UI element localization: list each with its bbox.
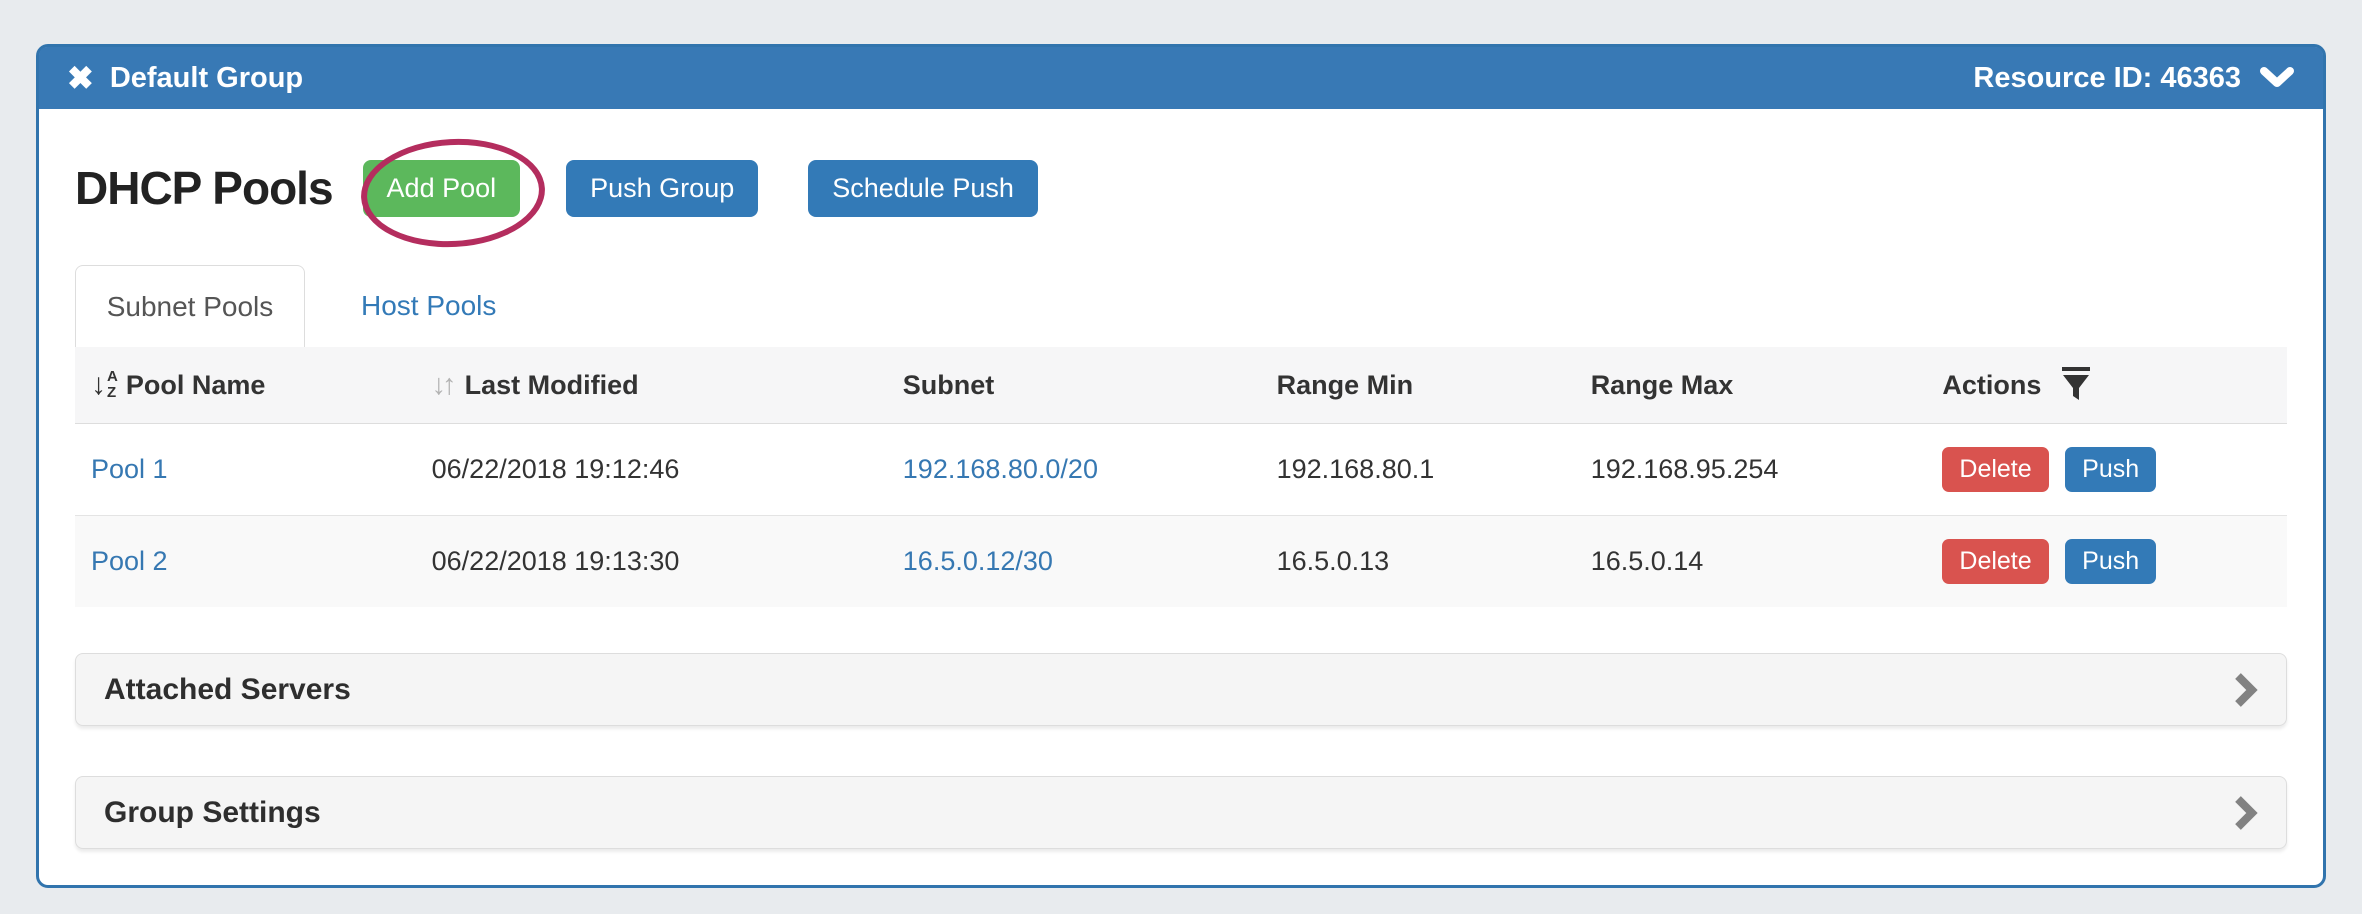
tab-host-pools[interactable]: Host Pools <box>305 265 552 347</box>
pool-name-link[interactable]: Pool 1 <box>91 454 168 484</box>
tab-host-pools-label: Host Pools <box>361 290 497 321</box>
group-settings-panel[interactable]: Group Settings <box>75 776 2287 849</box>
column-header-range-max: Range Max <box>1574 347 1927 424</box>
add-pool-button[interactable]: Add Pool <box>362 159 521 217</box>
chevron-right-icon <box>2235 672 2258 707</box>
subnet-link[interactable]: 192.168.80.0/20 <box>902 454 1098 484</box>
range-min-cell: 192.168.80.1 <box>1276 454 1435 484</box>
resource-id-label: Resource ID: 46363 <box>1973 61 2241 94</box>
pool-tabs: Subnet Pools Host Pools <box>75 265 2287 347</box>
column-header-last-modified[interactable]: ↓ ↑ Last Modified <box>415 347 887 424</box>
group-title: Default Group <box>109 61 304 94</box>
tab-subnet-pools-label: Subnet Pools <box>106 290 274 322</box>
push-button[interactable]: Push <box>2065 447 2157 492</box>
group-detail-card: ✖ Default Group Resource ID: 46363 DHCP … <box>36 44 2326 888</box>
group-settings-title: Group Settings <box>104 795 321 829</box>
attached-servers-panel[interactable]: Attached Servers <box>75 653 2287 726</box>
chevron-right-icon <box>2235 795 2258 830</box>
range-max-cell: 192.168.95.254 <box>1590 454 1779 484</box>
delete-button[interactable]: Delete <box>1942 539 2049 584</box>
push-button[interactable]: Push <box>2065 539 2157 584</box>
column-label: Actions <box>1942 369 2042 400</box>
filter-icon <box>2062 367 2091 400</box>
range-min-cell: 16.5.0.13 <box>1260 515 1575 607</box>
push-group-button[interactable]: Push Group <box>566 159 759 217</box>
column-header-subnet: Subnet <box>886 347 1261 424</box>
close-icon[interactable]: ✖ <box>67 60 94 96</box>
tab-subnet-pools[interactable]: Subnet Pools <box>75 265 305 347</box>
attached-servers-title: Attached Servers <box>104 672 351 706</box>
card-body: DHCP Pools Add Pool Push Group Schedule … <box>39 109 2323 849</box>
chevron-down-icon[interactable] <box>2259 66 2295 90</box>
last-modified-cell: 06/22/2018 19:13:30 <box>415 515 887 607</box>
range-max-cell: 16.5.0.14 <box>1574 515 1927 607</box>
subnet-link[interactable]: 16.5.0.12/30 <box>902 546 1053 576</box>
page-title: DHCP Pools <box>75 162 334 214</box>
column-header-range-min: Range Min <box>1260 347 1575 424</box>
table-row: Pool 2 06/22/2018 19:13:30 16.5.0.12/30 … <box>75 515 2287 607</box>
title-bar: ✖ Default Group Resource ID: 46363 <box>39 47 2323 109</box>
column-label: Pool Name <box>125 369 266 400</box>
delete-button[interactable]: Delete <box>1942 447 2049 492</box>
last-modified-cell: 06/22/2018 19:12:46 <box>431 454 680 484</box>
column-header-actions[interactable]: Actions <box>1926 347 2287 424</box>
sort-updown-icon: ↓ ↑ <box>431 368 457 401</box>
column-label: Last Modified <box>464 369 639 400</box>
schedule-push-button[interactable]: Schedule Push <box>808 159 1038 217</box>
pool-name-link[interactable]: Pool 2 <box>91 546 168 576</box>
toolbar: DHCP Pools Add Pool Push Group Schedule … <box>75 155 2287 221</box>
table-row: Pool 1 06/22/2018 19:12:46 192.168.80.0/… <box>75 424 2287 516</box>
